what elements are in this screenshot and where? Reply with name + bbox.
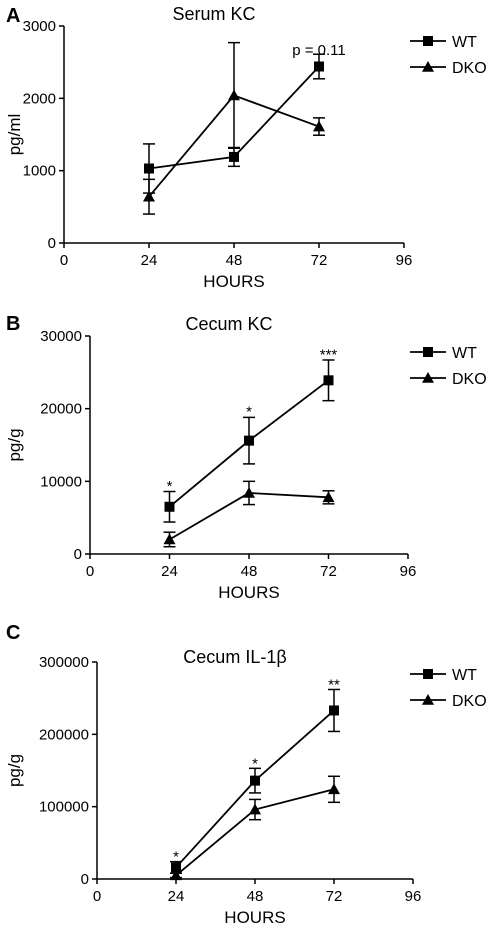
x-tick-label: 48: [247, 888, 264, 905]
series-dko: [143, 41, 325, 215]
y-tick-label: 1000: [23, 163, 56, 180]
data-point-square: [171, 862, 181, 873]
data-point-square: [329, 705, 339, 716]
x-tick-label: 96: [400, 563, 417, 580]
significance-annotation: **: [328, 676, 340, 693]
x-tick-label: 72: [326, 888, 343, 905]
legend-label: WT: [452, 34, 477, 51]
data-point-triangle: [322, 491, 335, 503]
data-point-triangle: [170, 869, 182, 881]
data-point-square: [244, 435, 254, 446]
significance-annotation: *: [252, 755, 258, 772]
x-tick-label: 24: [161, 563, 178, 580]
data-point-triangle: [249, 803, 261, 815]
series-wt: [163, 359, 335, 523]
y-tick-label: 0: [81, 871, 89, 888]
x-tick-label: 24: [141, 252, 158, 269]
x-axis-label: HOURS: [203, 272, 264, 291]
chart-panel-b: B Cecum KC 0 10000 20000 30000 0 24 48 72 96 HOURS p…: [5, 313, 487, 602]
x-axis-label: HOURS: [218, 583, 279, 602]
legend-label: DKO: [452, 371, 487, 388]
legend-label: DKO: [452, 693, 487, 710]
y-tick-label: 0: [74, 546, 82, 563]
y-tick-label: 10000: [40, 473, 82, 490]
x-axis-label: HOURS: [224, 908, 285, 926]
y-axis-label: pg/ml: [5, 114, 24, 156]
x-tick-label: 96: [405, 888, 422, 905]
legend-label: WT: [452, 345, 477, 362]
x-tick-label: 72: [320, 563, 337, 580]
significance-annotation: ***: [320, 346, 338, 363]
y-tick-label: 2000: [23, 90, 56, 107]
legend: WT DKO: [410, 34, 487, 77]
legend-marker-triangle: [422, 61, 434, 72]
series-wt: [170, 688, 340, 874]
y-tick-label: 20000: [40, 401, 82, 418]
y-axis-label: pg/g: [5, 754, 24, 787]
y-tick-label: 3000: [23, 18, 56, 35]
data-point-square: [314, 61, 324, 72]
y-axis-label: pg/g: [5, 428, 24, 461]
chart-title: Serum KC: [172, 4, 255, 24]
y-tick-label: 200000: [39, 726, 89, 743]
x-tick-label: 48: [241, 563, 258, 580]
panel-letter: C: [6, 622, 20, 644]
legend-label: WT: [452, 667, 477, 684]
y-tick-label: 300000: [39, 654, 89, 671]
significance-annotation: *: [167, 478, 173, 495]
significance-annotation: p = 0.11: [292, 42, 346, 59]
series-dko: [170, 775, 340, 881]
chart-title: Cecum KC: [185, 314, 272, 334]
legend-marker-triangle: [422, 372, 434, 383]
panel-letter: B: [6, 313, 20, 335]
data-point-triangle: [328, 783, 340, 795]
chart-panel-c: C Cecum IL-1β 0 100000 200000 300000 0 24 48 72 96…: [5, 622, 487, 927]
legend-marker-square: [423, 347, 433, 357]
legend-label: DKO: [452, 60, 487, 77]
y-tick-label: 100000: [39, 799, 89, 816]
legend: WT DKO: [410, 667, 487, 710]
chart-title: Cecum IL-1β: [183, 647, 286, 667]
significance-annotation: *: [246, 404, 252, 421]
x-tick-label: 24: [168, 888, 185, 905]
legend-marker-square: [423, 36, 433, 46]
legend-marker-square: [423, 669, 433, 679]
chart-panel-a: A Serum KC 0 1000 2000 3000 0 24 48 72 96 HOURS pg/m…: [5, 4, 487, 291]
data-point-square: [323, 375, 334, 386]
significance-annotation: *: [173, 849, 179, 866]
legend-marker-triangle: [422, 694, 434, 705]
data-point-square: [164, 501, 175, 512]
x-tick-label: 72: [311, 252, 328, 269]
x-tick-label: 96: [396, 252, 413, 269]
data-point-triangle: [228, 89, 240, 101]
data-point-square: [229, 151, 239, 162]
y-tick-label: 0: [48, 235, 56, 252]
data-point-square: [144, 163, 154, 174]
x-tick-label: 0: [60, 252, 68, 269]
series-dko: [163, 480, 335, 548]
y-tick-label: 30000: [40, 328, 82, 345]
x-tick-label: 0: [93, 888, 101, 905]
data-point-square: [250, 775, 260, 786]
legend: WT DKO: [410, 345, 487, 388]
data-point-triangle: [163, 533, 176, 545]
panel-letter: A: [6, 5, 20, 27]
x-tick-label: 48: [226, 252, 243, 269]
x-tick-label: 0: [86, 563, 94, 580]
data-point-triangle: [313, 120, 325, 132]
data-point-triangle: [243, 486, 255, 498]
data-point-triangle: [143, 190, 155, 202]
